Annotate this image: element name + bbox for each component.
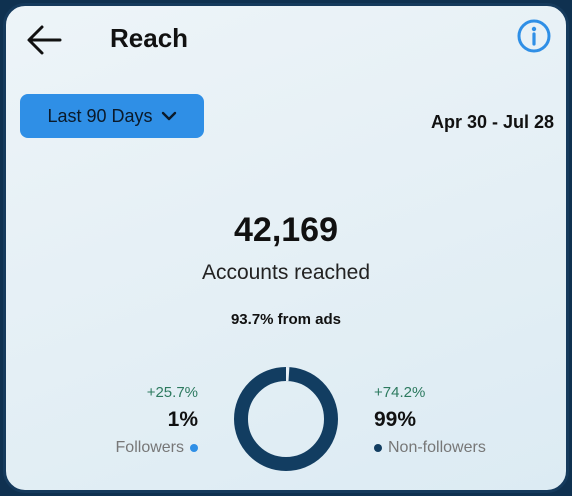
followers-label: Followers: [115, 439, 184, 456]
followers-change: +25.7%: [146, 384, 198, 401]
donut-segment-followers: [234, 367, 338, 471]
non-followers-legend: Non-followers: [374, 437, 486, 459]
date-range-text: Apr 30 - Jul 28: [430, 112, 554, 132]
donut-segment-non-followers: [234, 367, 338, 471]
info-circle-icon: [517, 19, 551, 53]
non-followers-percent: 99%: [374, 408, 417, 431]
non-followers-change: +74.2%: [374, 384, 426, 401]
accounts-reached-label: Accounts reached: [201, 261, 371, 284]
reach-donut-chart: [234, 367, 338, 471]
followers-stat: +25.7% 1% Followers: [116, 383, 198, 459]
followers-percent: 1%: [167, 408, 198, 431]
followers-legend: Followers: [116, 437, 198, 459]
non-followers-label: Non-followers: [388, 439, 486, 456]
non-followers-stat: +74.2% 99% Non-followers: [374, 383, 486, 459]
ads-share-text: 93.7% from ads: [230, 311, 342, 328]
arrow-left-icon: [27, 25, 62, 55]
date-range-dropdown-label: Last 90 Days: [47, 105, 153, 126]
reach-screen: Reach Last 90 Days Apr 30 - Jul 28 42,16…: [3, 3, 569, 493]
page-title: Reach: [110, 23, 189, 53]
date-range-dropdown[interactable]: Last 90 Days: [20, 94, 204, 138]
back-button[interactable]: [24, 22, 64, 58]
non-followers-dot: [374, 444, 382, 452]
accounts-reached-count: 42,169: [234, 211, 338, 249]
followers-dot: [190, 444, 198, 452]
info-button[interactable]: [516, 18, 552, 54]
chevron-down-icon: [161, 111, 176, 121]
